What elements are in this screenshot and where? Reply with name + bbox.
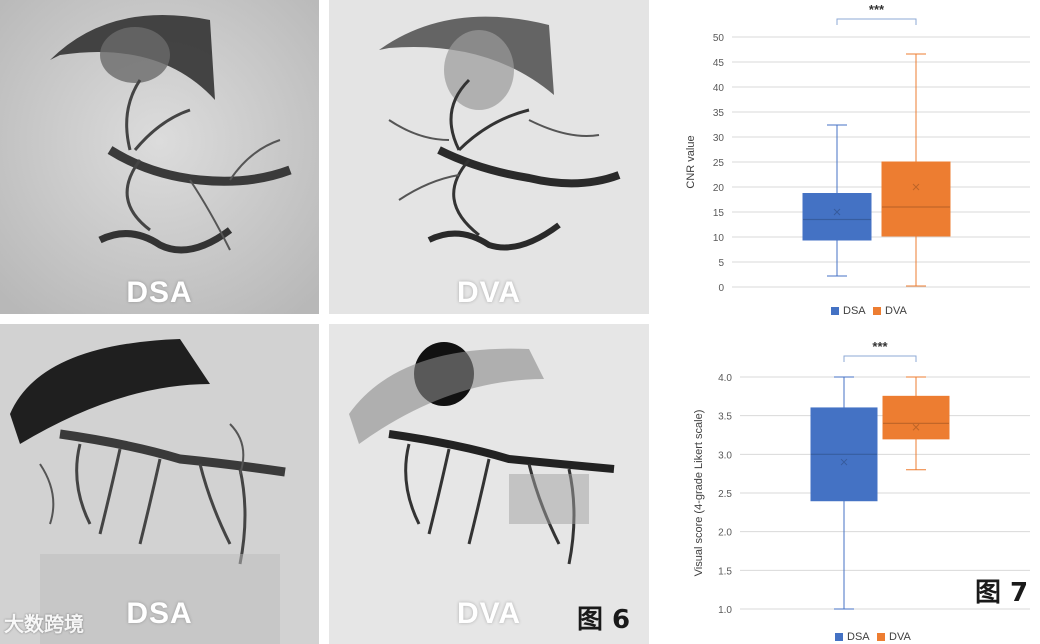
box-dsa	[802, 193, 872, 241]
panel-label: DVA	[456, 597, 522, 630]
legend-swatch	[877, 633, 885, 641]
significance-label: ***	[872, 339, 888, 354]
y-tick-label: 45	[713, 58, 725, 69]
mean-marker	[840, 458, 848, 466]
significance-label: ***	[869, 2, 885, 17]
y-tick-label: 10	[713, 233, 725, 244]
angiogram-image-dsa-top	[0, 0, 319, 314]
figure-label-right: 图 7	[975, 578, 1029, 608]
y-tick-label: 30	[713, 133, 725, 144]
y-tick-label: 40	[713, 83, 725, 94]
visual-score-box-chart: 1.0 1.5 2.0 2.5 3.0 3.5 4.0 Visual score (4-gra…	[693, 339, 1030, 643]
watermark-logo: 大数跨境	[4, 612, 84, 636]
y-tick-label: 0	[718, 283, 724, 294]
legend-swatch	[835, 633, 843, 641]
legend-entry: DSA	[847, 631, 870, 643]
y-tick-label: 3.0	[718, 450, 732, 461]
angiogram-panel-dva-top: DVA	[329, 0, 649, 314]
box-dva	[881, 161, 951, 237]
y-tick-label: 3.5	[718, 412, 732, 423]
legend-swatch	[831, 307, 839, 315]
mean-marker	[912, 423, 920, 431]
cnr-box-chart: 0 5 10 15 20 25 30 35 40 45 50 CNR value *** DSA DVA	[685, 2, 1030, 317]
mean-marker	[912, 183, 920, 191]
legend-entry: DSA	[843, 305, 866, 317]
mean-marker	[833, 208, 841, 216]
y-tick-label: 2.0	[718, 528, 732, 539]
box-dsa	[810, 407, 878, 502]
legend-swatch	[873, 307, 881, 315]
angiogram-image-dva-top	[329, 0, 649, 314]
panel-label: DSA	[126, 597, 193, 630]
y-axis-label: CNR value	[685, 135, 697, 188]
y-tick-label: 50	[713, 33, 725, 44]
panel-label: DSA	[126, 276, 193, 309]
panel-label: DVA	[456, 276, 522, 309]
y-tick-label: 15	[713, 208, 725, 219]
box-dva	[882, 395, 950, 440]
angiogram-image-dva-bottom	[329, 324, 649, 644]
angiogram-panel-dsa-top: DSA	[0, 0, 319, 314]
angiogram-panel-dva-bottom: DVA 图 6	[329, 324, 649, 644]
legend-entry: DVA	[889, 631, 911, 643]
significance-bracket	[836, 18, 917, 25]
y-tick-label: 4.0	[718, 373, 732, 384]
legend-entry: DVA	[885, 305, 907, 317]
figure-label-left: 图 6	[577, 605, 631, 635]
y-tick-label: 5	[718, 258, 724, 269]
significance-bracket	[843, 355, 917, 362]
y-tick-label: 1.5	[718, 566, 732, 577]
y-tick-label: 35	[713, 108, 725, 119]
y-tick-label: 20	[713, 183, 725, 194]
y-tick-label: 25	[713, 158, 725, 169]
y-tick-label: 1.0	[718, 605, 732, 616]
angiogram-image-dsa-bottom	[0, 324, 319, 644]
y-tick-label: 2.5	[718, 489, 732, 500]
angiogram-panel-dsa-bottom: DSA	[0, 324, 319, 644]
y-axis-label: Visual score (4-grade Likert scale)	[693, 410, 705, 577]
